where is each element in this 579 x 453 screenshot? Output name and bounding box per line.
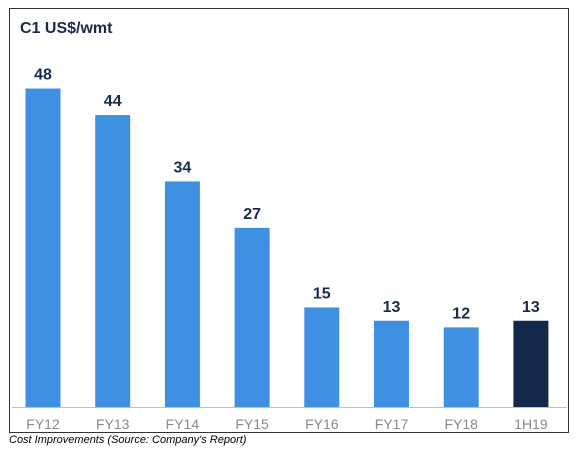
x-tick-label: FY15	[235, 416, 269, 432]
bar	[95, 115, 131, 408]
data-label: 44	[104, 93, 122, 110]
x-tick-label: FY14	[166, 416, 200, 432]
x-tick-label: FY16	[305, 416, 339, 432]
data-label: 13	[383, 299, 401, 316]
bar	[304, 307, 340, 407]
data-label: 15	[313, 285, 331, 302]
bar	[443, 327, 479, 407]
figure-caption: Cost Improvements (Source: Company's Rep…	[9, 434, 247, 446]
x-tick-label: FY12	[26, 416, 60, 432]
data-label: 34	[174, 159, 192, 176]
bar	[234, 227, 270, 407]
data-label: 12	[452, 305, 470, 322]
data-label: 13	[522, 299, 540, 316]
data-label: 48	[34, 67, 52, 84]
x-tick-label: 1H19	[514, 416, 548, 432]
y-axis-label: C1 US$/wmt	[20, 20, 113, 37]
bar	[374, 320, 409, 407]
bar	[513, 320, 549, 407]
data-label: 27	[243, 206, 261, 223]
x-tick-label: FY17	[375, 416, 409, 432]
x-tick-label: FY18	[444, 416, 478, 432]
x-tick-label: FY13	[96, 416, 130, 432]
bar	[164, 181, 200, 407]
bar	[25, 88, 61, 408]
